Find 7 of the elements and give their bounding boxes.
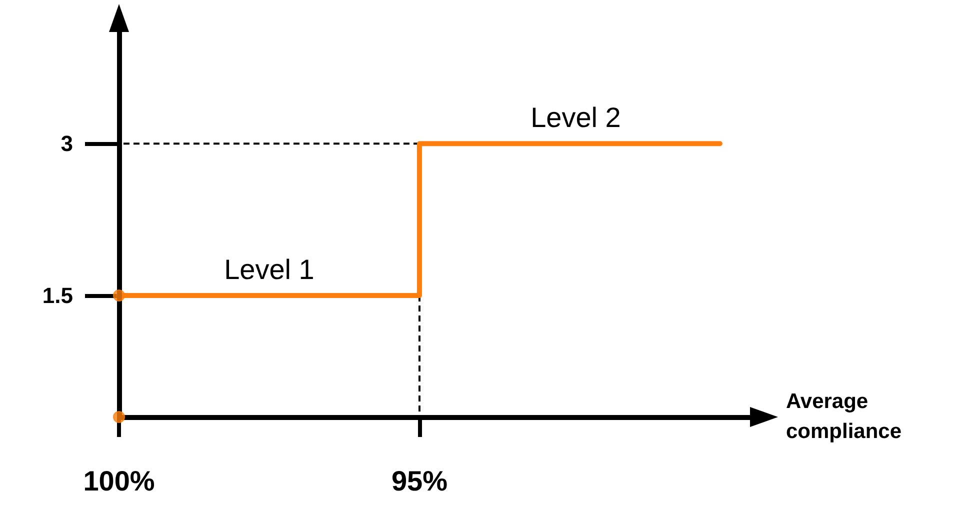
x-tick-label: 95% [391,466,448,496]
x-axis-title: Average compliance [786,389,903,445]
y-tick-label: 1.5 [42,283,73,308]
annotation: Level 1 [224,254,314,284]
annotation: Level 2 [530,102,621,133]
x-tick-label: 100% [83,466,155,496]
y-tick-label: 3 [60,131,73,156]
